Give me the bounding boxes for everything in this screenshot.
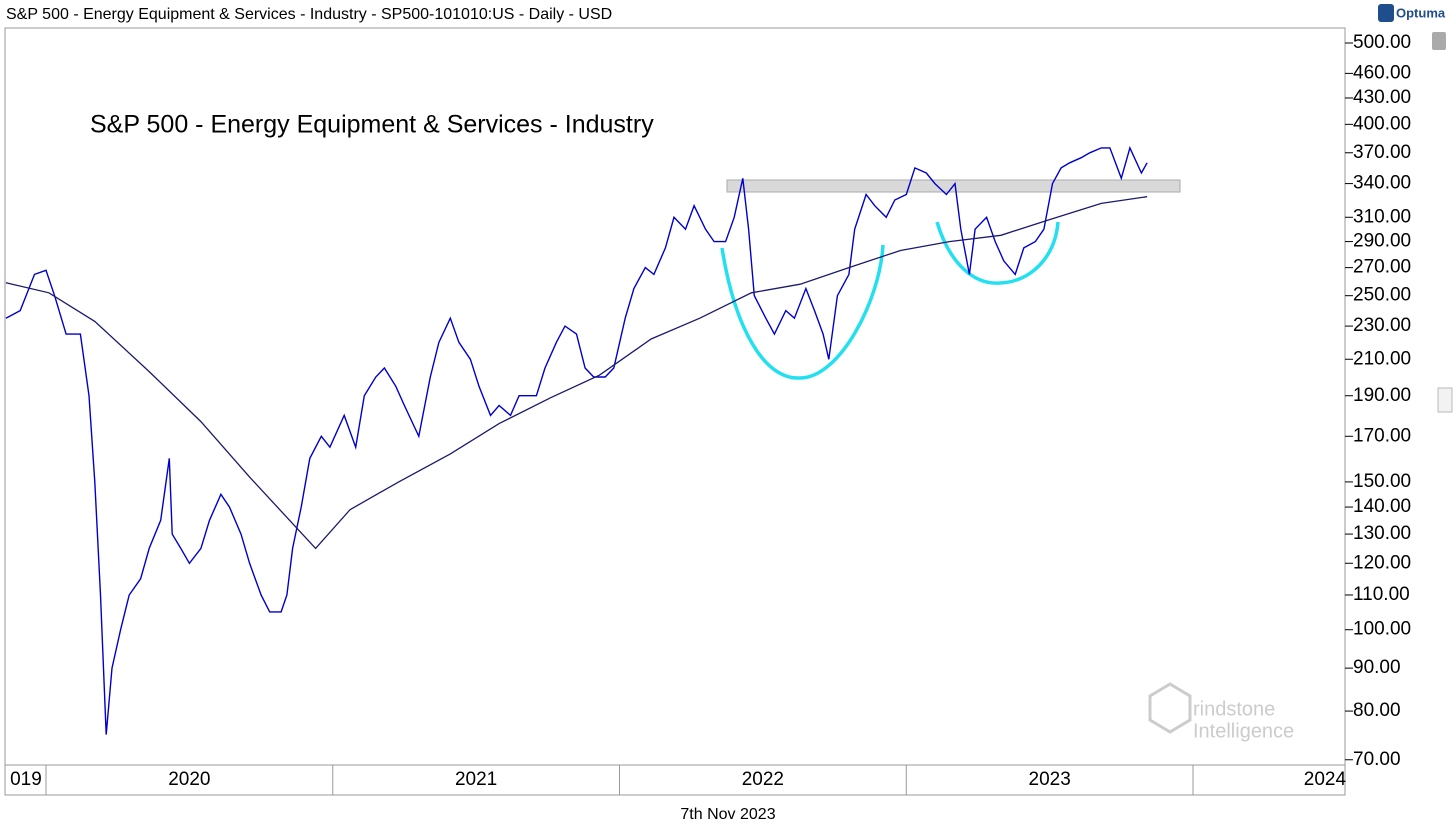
y-tick-label: 230.00 [1353,315,1411,336]
x-tick-label: 2024 [1304,769,1347,790]
series-line [5,196,1148,550]
y-tick-label: 70.00 [1353,749,1401,770]
y-tick-label: 430.00 [1353,87,1411,108]
y-tick-label: 460.00 [1353,62,1411,83]
x-tick-label: 019 [10,769,42,790]
y-tick-label: 400.00 [1353,113,1411,134]
y-tick-label: 140.00 [1353,496,1411,517]
plot-frame [4,27,1346,796]
x-tick-label: 2020 [168,769,210,790]
header: S&P 500 - Energy Equipment & Services - … [6,6,612,23]
x-tick-label: 2022 [742,769,784,790]
lock-icon [1432,32,1446,50]
y-tick-label: 150.00 [1353,471,1411,492]
cup-annotation [935,221,1060,285]
x-tick-label: 2023 [1029,769,1071,790]
y-tick-label: 370.00 [1353,142,1411,163]
chart-title: S&P 500 - Energy Equipment & Services - … [90,111,654,139]
brand: Optuma [1396,5,1446,20]
watermark: rindstone [1193,698,1275,720]
y-tick-label: 250.00 [1353,285,1411,306]
brand-icon [1378,4,1394,22]
cup-annotation [720,244,885,380]
y-tick-label: 190.00 [1353,385,1411,406]
collapse-button[interactable] [1437,387,1453,413]
y-tick-label: 80.00 [1353,700,1401,721]
y-tick-label: 100.00 [1353,619,1411,640]
y-tick-label: 340.00 [1353,173,1411,194]
y-tick-label: 130.00 [1353,523,1411,544]
y-tick-label: 210.00 [1353,348,1411,369]
y-tick-label: 290.00 [1353,231,1411,252]
y-tick-label: 110.00 [1353,584,1410,605]
y-tick-label: 270.00 [1353,257,1411,278]
y-tick-label: 120.00 [1353,552,1411,573]
y-tick-label: 310.00 [1353,206,1411,227]
series-line [5,145,1148,735]
y-tick-label: 90.00 [1353,657,1401,678]
watermark-logo [1148,682,1192,734]
y-tick-label: 170.00 [1353,425,1411,446]
footer-date: 7th Nov 2023 [680,806,775,823]
y-tick-label: 500.00 [1353,32,1411,53]
x-tick-label: 2021 [455,769,497,790]
watermark: Intelligence [1193,720,1294,742]
